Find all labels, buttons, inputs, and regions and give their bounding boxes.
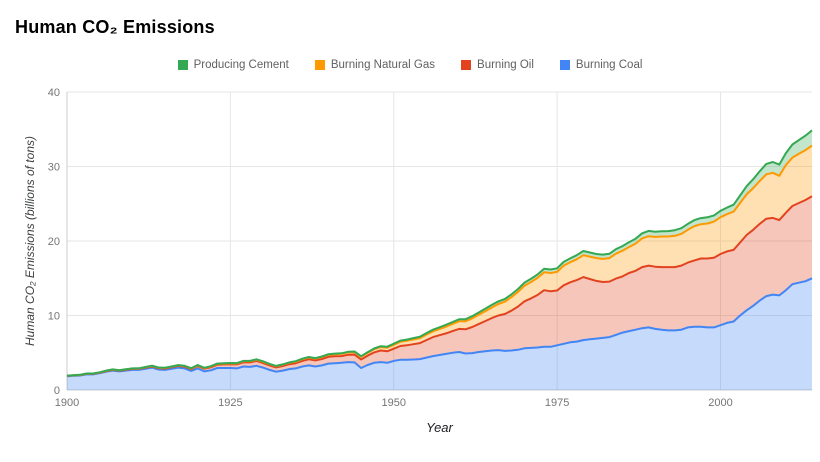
legend-swatch-green	[177, 60, 188, 70]
y-tick-label: 30	[48, 162, 60, 174]
x-tick-label: 1925	[218, 397, 242, 409]
x-tick-label: 1900	[55, 397, 79, 409]
y-tick-label: 10	[48, 311, 60, 323]
legend-label: Burning Natural Gas	[330, 59, 436, 71]
x-tick-label: 2000	[708, 397, 732, 409]
legend-swatch-orange	[314, 60, 325, 70]
legend-label: Burning Oil	[477, 59, 534, 71]
area-burning-coal	[67, 278, 812, 390]
legend-swatch-red	[461, 60, 472, 70]
y-tick-label: 20	[48, 236, 60, 248]
x-tick-label: 1975	[545, 397, 569, 409]
legend-swatch-blue	[559, 60, 570, 70]
legend: Producing Cement Burning Natural Gas Bur…	[0, 59, 820, 71]
legend-label: Burning Coal	[575, 59, 643, 71]
legend-item-producing-cement: Producing Cement	[177, 59, 289, 71]
legend-item-burning-oil: Burning Oil	[461, 59, 534, 71]
x-axis-title: Year	[426, 420, 453, 435]
y-tick-label: 0	[54, 385, 60, 397]
legend-item-burning-natural-gas: Burning Natural Gas	[314, 59, 436, 71]
y-tick-label: 40	[48, 87, 60, 99]
legend-item-burning-coal: Burning Coal	[559, 59, 643, 71]
line-burning-coal	[66, 277, 813, 378]
legend-label: Producing Cement	[193, 59, 289, 71]
x-tick-label: 1950	[382, 397, 406, 409]
chart-title: Human CO₂ Emissions	[15, 17, 215, 37]
y-axis-title: Human CO₂ Emissions (billions of tons)	[23, 136, 37, 346]
line-producing-cement	[66, 129, 813, 377]
